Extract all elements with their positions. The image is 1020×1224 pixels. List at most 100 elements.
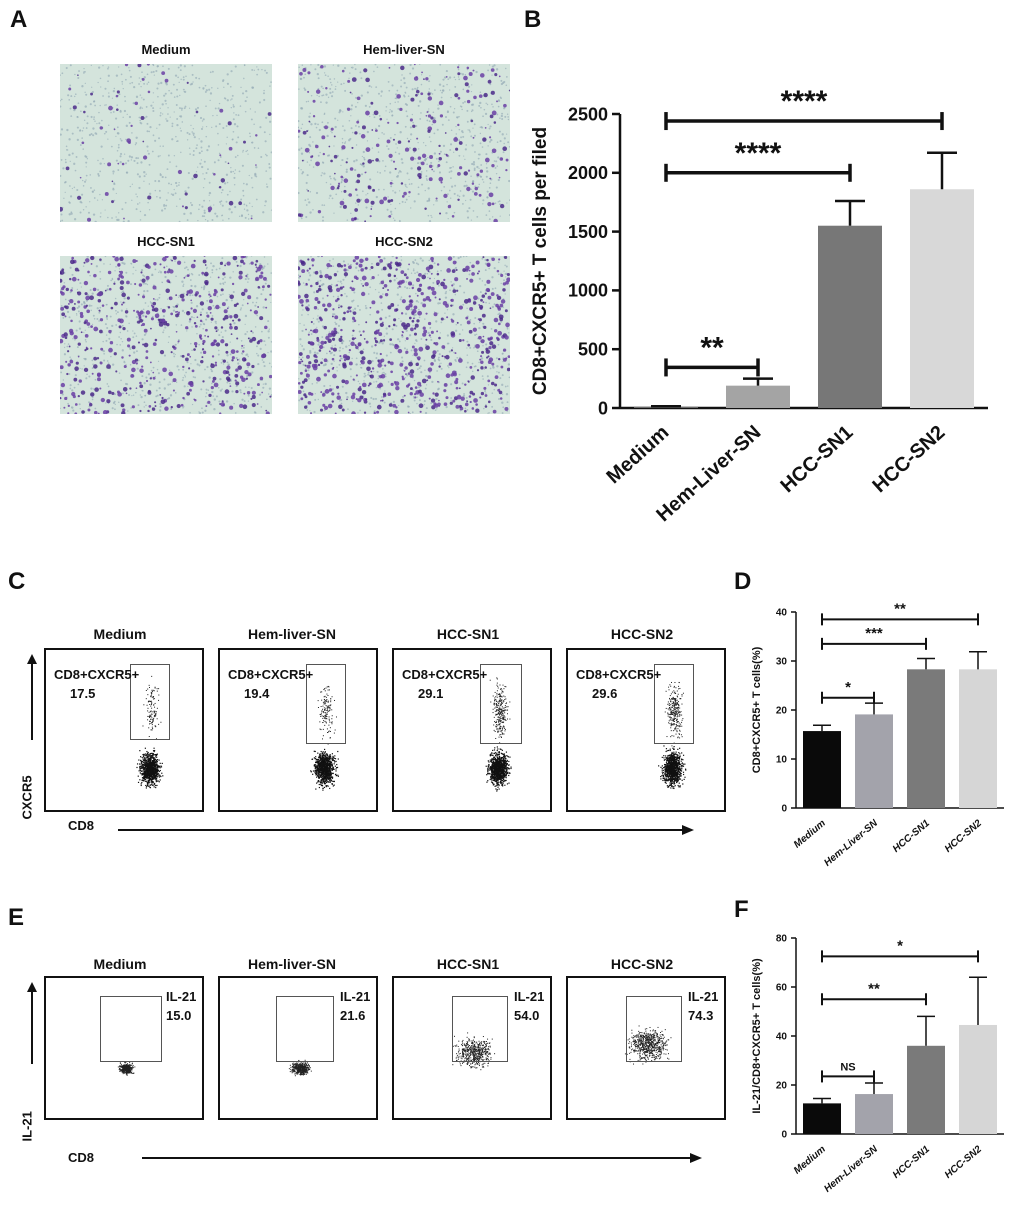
bar xyxy=(855,1094,893,1134)
gate-value: 29.1 xyxy=(418,686,444,701)
significance-label: **** xyxy=(735,137,782,170)
panel-letter-b: B xyxy=(524,6,542,33)
x-tick-label: Medium xyxy=(792,818,828,851)
y-tick-label: 40 xyxy=(776,608,788,619)
x-tick-label: Medium xyxy=(602,421,673,488)
y-tick-label: 10 xyxy=(776,755,788,766)
flow-plot-c-hem-liver-sn: CD8+CXCR5+ 19.4 xyxy=(218,648,378,812)
micrograph-hcc-sn2 xyxy=(298,256,510,414)
significance-label: *** xyxy=(865,625,883,642)
significance-label: **** xyxy=(781,85,828,118)
dot-cloud xyxy=(485,677,512,792)
y-tick-label: 1000 xyxy=(568,281,608,301)
y-tick-label: 80 xyxy=(776,934,788,945)
y-tick-label: 0 xyxy=(781,1130,787,1141)
gate xyxy=(626,996,682,1062)
bar xyxy=(910,189,974,408)
micrograph-texture xyxy=(60,256,272,414)
x-tick-label: HCC-SN2 xyxy=(943,1144,984,1181)
gate-value: 74.3 xyxy=(688,1008,714,1023)
flow-plot-c-medium: CD8+CXCR5+ 17.5 xyxy=(44,648,204,812)
bar xyxy=(818,225,882,408)
panel-letter-d: D xyxy=(734,568,752,595)
dot-cloud xyxy=(117,1061,136,1076)
flow-plot-e-hem-liver-sn: IL-21 21.6 xyxy=(218,976,378,1120)
y-axis-title: IL-21/CD8+CXCR5+ T cells(%) xyxy=(751,958,763,1114)
panel-letter-c: C xyxy=(8,568,26,595)
e-y-axis-label: IL-21 xyxy=(19,1111,35,1142)
micro-title-hcc-sn1: HCC-SN1 xyxy=(137,234,195,249)
flow-plot-c-hcc-sn1: CD8+CXCR5+ 29.1 xyxy=(392,648,552,812)
flow-title-c-hcc-sn1: HCC-SN1 xyxy=(436,626,500,642)
x-tick-label: HCC-SN1 xyxy=(891,1144,932,1181)
flow-plot-c-hcc-sn2: CD8+CXCR5+ 29.6 xyxy=(566,648,726,812)
significance-label: ** xyxy=(700,331,724,364)
y-tick-label: 20 xyxy=(776,1081,788,1092)
gate-label: IL-21 xyxy=(166,989,197,1004)
gate-value: 29.6 xyxy=(592,686,618,701)
e-x-axis-label: CD8 xyxy=(68,1150,95,1165)
significance-label: * xyxy=(845,679,851,696)
c-y-axis-label: CXCR5 xyxy=(19,775,35,820)
flow-title-c-medium: Medium xyxy=(93,626,147,642)
gate xyxy=(654,664,694,744)
y-axis-title: CD8+CXCR5+ T cells per filed xyxy=(530,127,551,395)
gate xyxy=(306,664,346,744)
y-tick-label: 500 xyxy=(578,340,608,360)
gate xyxy=(276,996,334,1062)
flow-title-e-hcc-sn2: HCC-SN2 xyxy=(610,956,674,972)
flow-plot-e-medium: IL-21 15.0 xyxy=(44,976,204,1120)
x-tick-label: HCC-SN2 xyxy=(869,421,950,497)
gate-value: 15.0 xyxy=(166,1008,192,1023)
bar xyxy=(959,1024,997,1134)
gate-label: IL-21 xyxy=(340,989,371,1004)
gate xyxy=(130,664,170,740)
dot-cloud xyxy=(310,685,339,791)
flow-title-c-hcc-sn2: HCC-SN2 xyxy=(610,626,674,642)
flow-title-e-hcc-sn1: HCC-SN1 xyxy=(436,956,500,972)
c-y-axis-arrow xyxy=(27,654,37,740)
micrograph-hem-liver-sn xyxy=(298,64,510,222)
micrograph-hcc-sn1 xyxy=(60,256,272,414)
dot-cloud xyxy=(624,1025,672,1065)
significance-label: NS xyxy=(840,1061,855,1073)
gate-value: 54.0 xyxy=(514,1008,540,1023)
gate xyxy=(100,996,162,1062)
dot-cloud xyxy=(452,1032,496,1071)
gate-label: CD8+CXCR5+ xyxy=(54,667,140,682)
gate-value: 19.4 xyxy=(244,686,270,701)
micrograph-texture xyxy=(60,64,272,222)
bar xyxy=(803,1103,841,1134)
gate xyxy=(452,996,508,1062)
chart-d: 0 10 20 30 40 CD8+CXCR5+ T cells(%) MediumHem-… xyxy=(751,600,1004,869)
chart-b: 0 500 1000 1500 2000 2500 CD8+CXCR5+ T cells p… xyxy=(530,85,988,526)
micro-title-hem-liver-sn: Hem-liver-SN xyxy=(363,42,445,57)
bar xyxy=(726,385,790,408)
bar xyxy=(803,731,841,808)
bar xyxy=(907,1045,945,1134)
y-tick-label: 0 xyxy=(781,804,787,815)
gate-label: IL-21 xyxy=(688,989,719,1004)
gate-value: 21.6 xyxy=(340,1008,366,1023)
y-tick-label: 60 xyxy=(776,983,788,994)
dot-cloud xyxy=(288,1059,312,1077)
flow-plot-e-hcc-sn1: IL-21 54.0 xyxy=(392,976,552,1120)
gate-value: 17.5 xyxy=(70,686,96,701)
flow-title-e-hem-liver-sn: Hem-liver-SN xyxy=(248,956,336,972)
flow-plot-e-hcc-sn2: IL-21 74.3 xyxy=(566,976,726,1120)
x-tick-label: HCC-SN2 xyxy=(943,818,984,855)
panel-letter-e: E xyxy=(8,904,25,931)
e-y-axis-arrow xyxy=(27,982,37,1064)
y-axis-title: CD8+CXCR5+ T cells(%) xyxy=(751,646,763,773)
e-x-axis-arrow xyxy=(142,1153,702,1163)
dot-cloud xyxy=(658,681,687,790)
flow-title-e-medium: Medium xyxy=(93,956,147,972)
gate-label: IL-21 xyxy=(514,989,545,1004)
c-x-axis-arrow xyxy=(118,825,694,835)
y-tick-label: 0 xyxy=(598,398,608,418)
x-tick-label: Medium xyxy=(792,1144,828,1177)
panel-letter-a: A xyxy=(10,6,28,33)
y-tick-label: 20 xyxy=(776,706,788,717)
x-tick-label: Hem-Liver-SN xyxy=(822,1143,880,1194)
micrograph-medium xyxy=(60,64,272,222)
